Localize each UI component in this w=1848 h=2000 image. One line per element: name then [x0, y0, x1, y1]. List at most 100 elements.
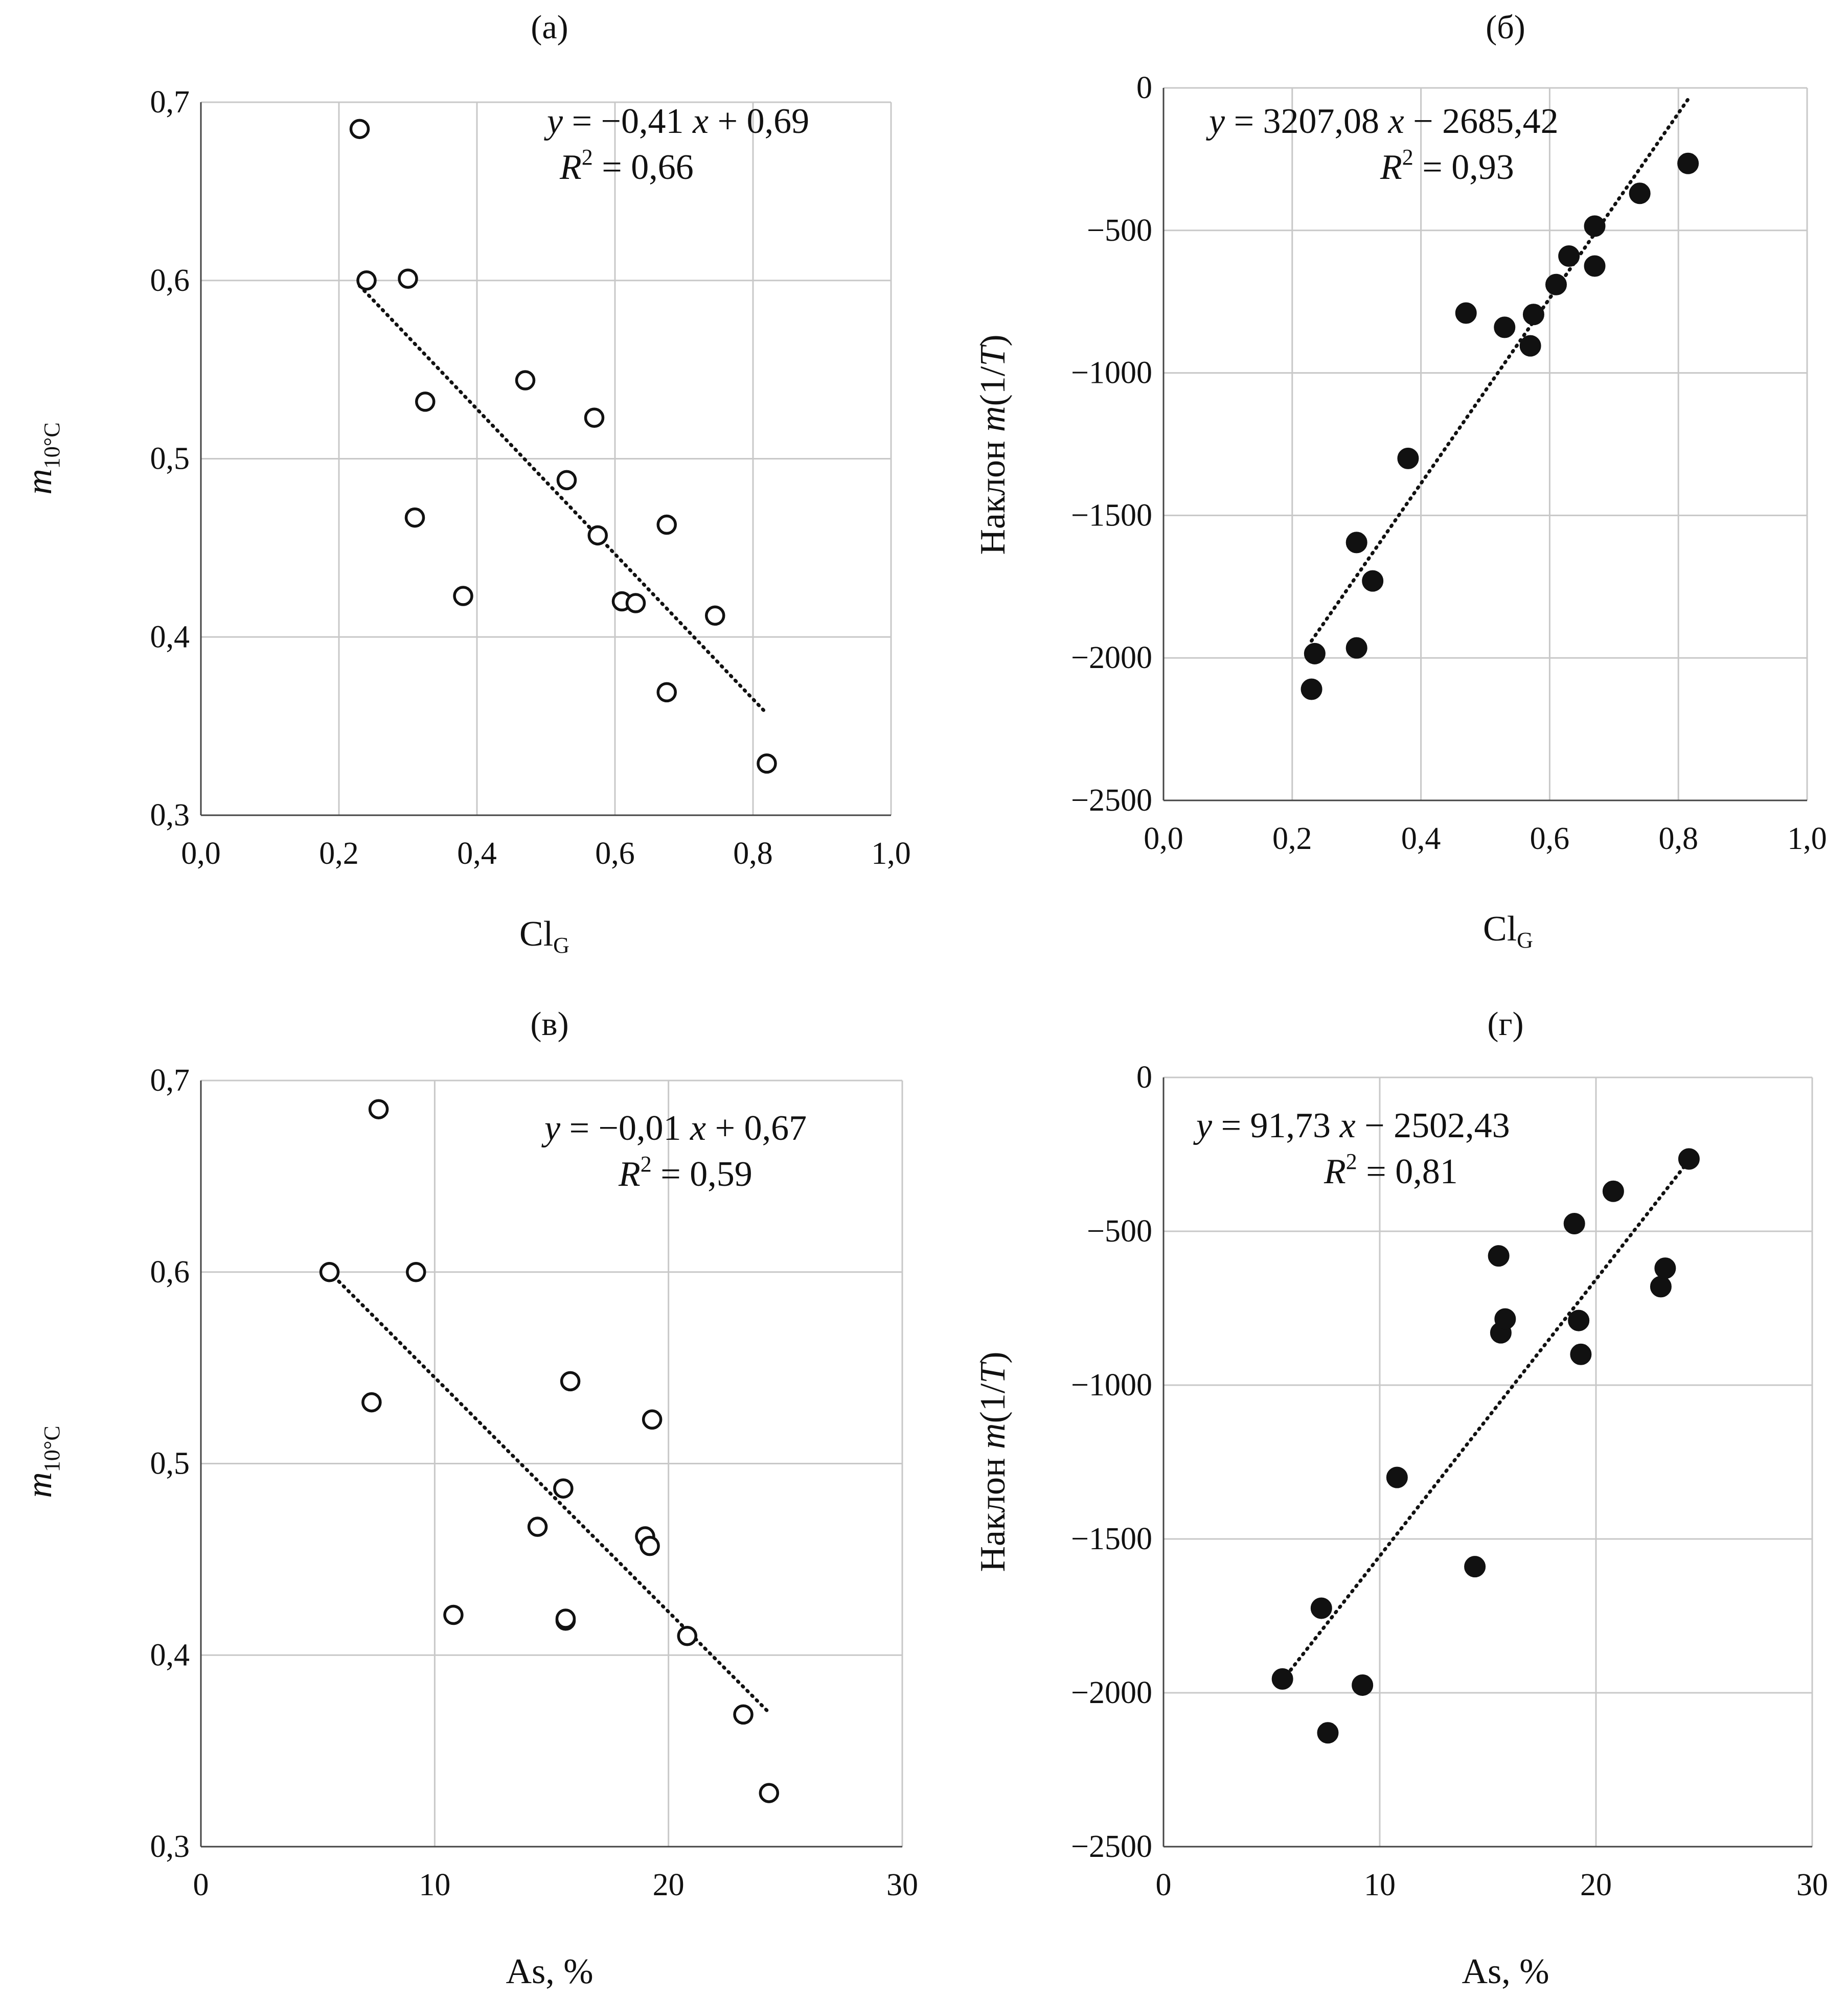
panel-2-data-point [1558, 245, 1580, 267]
panel-4-title: (г) [1487, 1005, 1523, 1043]
panel-2-data-point [1397, 447, 1419, 469]
panel-1-xtick-label: 1,0 [871, 836, 911, 871]
panel-3-data-point [733, 1704, 754, 1725]
panel-4-xtick-label: 10 [1364, 1868, 1396, 1902]
panel-1-data-point [656, 682, 677, 703]
panel-3-r-squared: R2 = 0,59 [618, 1152, 752, 1194]
panel-1-trendline [358, 284, 769, 716]
panel-4-equation: y = 91,73 x − 2502,43 [1193, 1106, 1510, 1145]
panel-2-data-point [1545, 273, 1567, 295]
panel-2-data-point [1304, 642, 1326, 664]
panel-4-ytick-label: 0 [1136, 1060, 1152, 1095]
panel-1: 0,0 0,2 0,4 0,6 0,8 1,0 0,3 0,4 0,5 0,6 0,7 (а) y = … [20, 9, 911, 958]
panel-4-data-point [1271, 1668, 1293, 1690]
panel-3-ytick-label: 0,5 [150, 1446, 190, 1481]
panel-2-data-point [1677, 152, 1699, 174]
panel-3-equation: y = −0,01 x + 0,67 [541, 1109, 807, 1148]
panel-2-ytick-label: −1500 [1071, 498, 1152, 533]
panel-3-data-point [368, 1099, 389, 1119]
panel-1-data-point [415, 392, 436, 412]
panel-3-data-point [759, 1783, 780, 1803]
panel-1-data-point [349, 119, 370, 140]
panel-4-data-point [1568, 1309, 1590, 1331]
panel-3-title: (в) [530, 1005, 568, 1043]
panel-3-y-axis-label: m10°C [20, 1426, 64, 1498]
panel-2-xtick-label: 0,0 [1144, 821, 1183, 856]
panel-1-xtick-label: 0,2 [319, 836, 359, 871]
panel-1-data-point [398, 268, 418, 289]
panel-4-ytick-label: −2000 [1071, 1675, 1152, 1710]
panel-1-data-point [584, 407, 605, 428]
panel-1-data-point [656, 514, 677, 535]
panel-4-data-point [1602, 1180, 1624, 1202]
panel-4-data-point [1352, 1674, 1374, 1696]
panel-4-data-point [1654, 1257, 1676, 1279]
panel-1-xtick-label: 0,8 [733, 836, 773, 871]
panel-2-ytick-label: −500 [1087, 213, 1152, 248]
panel-2-data-point [1345, 637, 1367, 659]
panel-2-xtick-label: 0,6 [1530, 821, 1570, 856]
panel-1-data-point [587, 525, 608, 546]
panel-3: 0 10 20 30 0,3 0,4 0,5 0,6 0,7 (в) y = −0,01 x + 0… [20, 1005, 918, 1991]
panel-1-y-axis-label: m10°C [20, 422, 64, 495]
panel-1-data-point [556, 470, 577, 491]
panel-1-xtick-label: 0,6 [595, 836, 635, 871]
panel-4-ytick-label: −2500 [1071, 1829, 1152, 1864]
panel-3-ytick-label: 0,3 [150, 1829, 190, 1864]
panel-2: 0,0 0,2 0,4 0,6 0,8 1,0 −2500 −2000 −1500 −1000 −5… [973, 9, 1827, 953]
panel-4-ytick-label: −1500 [1071, 1522, 1152, 1556]
panel-3-ytick-label: 0,6 [150, 1255, 190, 1290]
panel-1-xtick-label: 0,4 [457, 836, 497, 871]
panel-3-xtick-label: 30 [886, 1868, 918, 1902]
panel-1-r-squared: R2 = 0,66 [559, 145, 694, 187]
panel-2-data-point [1301, 678, 1322, 700]
panel-4-data-point [1488, 1245, 1510, 1267]
panel-1-data-point [757, 753, 777, 774]
panel-1-xtick-label: 0,0 [181, 836, 221, 871]
panel-2-ytick-label: −2500 [1071, 783, 1152, 818]
panel-4-data-point [1310, 1597, 1332, 1619]
panel-3-data-point [642, 1409, 663, 1430]
panel-3-data-point [677, 1626, 698, 1646]
panel-3-data-point [443, 1604, 464, 1625]
panel-4-data-point [1494, 1308, 1516, 1330]
panel-3-ytick-label: 0,4 [150, 1638, 190, 1672]
panel-2-equation: y = 3207,08 x − 2685,42 [1206, 102, 1559, 141]
panel-2-data-point [1345, 532, 1367, 554]
panel-2-data-point [1584, 215, 1606, 237]
panel-4-r-squared: R2 = 0,81 [1324, 1149, 1458, 1191]
panel-4-trendline [1281, 1159, 1691, 1683]
panel-4-xtick-label: 20 [1580, 1868, 1612, 1902]
panel-1-ytick-label: 0,3 [150, 798, 190, 833]
panel-2-xtick-label: 1,0 [1787, 821, 1827, 856]
panel-2-data-point [1584, 255, 1606, 277]
panel-3-xtick-label: 0 [193, 1868, 209, 1902]
panel-3-data-point [405, 1262, 426, 1282]
panel-3-data-point [527, 1516, 548, 1537]
panel-4-ytick-label: −500 [1087, 1214, 1152, 1249]
panel-3-xtick-label: 10 [419, 1868, 450, 1902]
panel-4-xtick-label: 0 [1156, 1868, 1172, 1902]
panel-4: 0 10 20 30 −2500 −2000 −1500 −1000 −500 0 (г) y = 9… [973, 1005, 1828, 1991]
panel-1-data-point [625, 593, 646, 613]
panel-1-data-point [705, 605, 725, 626]
panel-2-ytick-label: 0 [1136, 71, 1152, 105]
panel-4-data-point [1386, 1466, 1408, 1488]
panel-2-ytick-label: −1000 [1071, 356, 1152, 390]
panel-4-data-point [1570, 1343, 1592, 1365]
panel-2-r-squared: R2 = 0,93 [1380, 145, 1514, 187]
panel-1-ytick-label: 0,7 [150, 85, 190, 120]
panel-1-data-point [404, 507, 425, 528]
panel-4-data-point [1650, 1276, 1672, 1298]
panel-1-ytick-label: 0,6 [150, 263, 190, 298]
panel-3-data-point [553, 1478, 574, 1499]
panel-3-data-point [319, 1262, 340, 1282]
panel-1-title: (а) [531, 9, 568, 46]
panel-4-ytick-label: −1000 [1071, 1368, 1152, 1403]
panel-2-title: (б) [1486, 9, 1525, 46]
panel-4-data-point [1563, 1212, 1585, 1234]
panel-2-data-point [1629, 182, 1651, 204]
panel-3-xtick-label: 20 [653, 1868, 685, 1902]
panel-4-data-point [1678, 1148, 1700, 1170]
